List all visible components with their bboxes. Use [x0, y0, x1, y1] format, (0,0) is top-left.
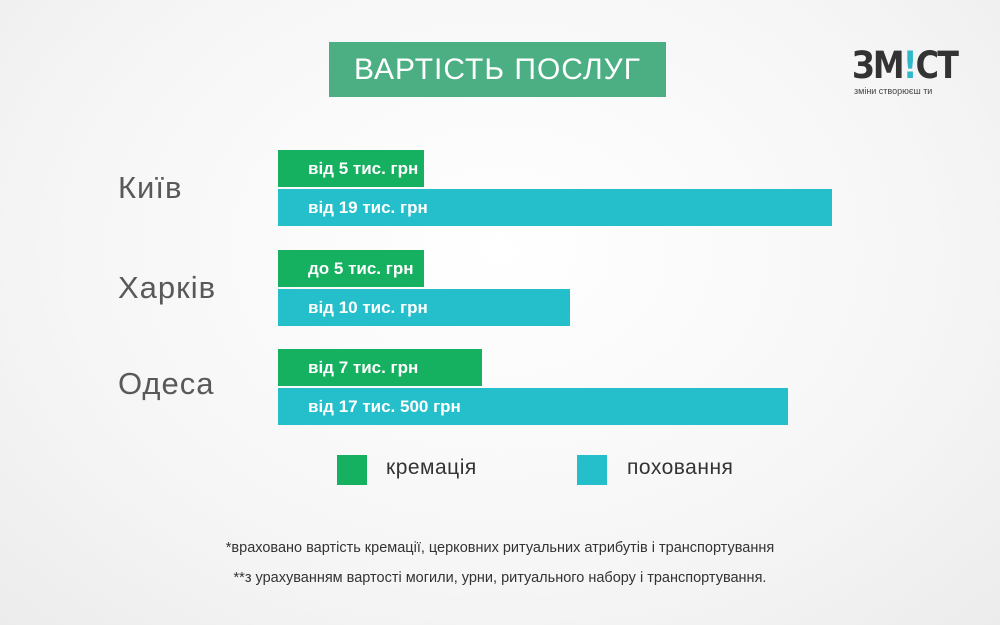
legend-label-cremation: кремація — [386, 456, 477, 479]
bar-burial: від 17 тис. 500 грн — [278, 388, 788, 425]
bar-cremation: від 7 тис. грн — [278, 349, 482, 386]
zmist-logo: ЗМ!СТ зміни створюєш ти — [852, 46, 962, 101]
legend-label-burial: поховання — [627, 456, 734, 479]
bar-cremation: від 5 тис. грн — [278, 150, 424, 187]
logo-tagline: зміни створюєш ти — [854, 86, 933, 96]
category-label: Одеса — [118, 366, 215, 401]
logo-wordmark: ЗМ!СТ — [852, 44, 959, 87]
footnote-burial: **з урахуванням вартості могили, урни, р… — [233, 570, 767, 586]
data-label: від 10 тис. грн — [308, 297, 428, 317]
data-label: від 17 тис. 500 грн — [308, 396, 461, 416]
category-label: Київ — [118, 170, 183, 205]
bar-burial: від 10 тис. грн — [278, 289, 570, 326]
category-label: Харків — [118, 270, 217, 305]
data-label: до 5 тис. грн — [308, 258, 414, 278]
legend-swatch-cremation — [337, 455, 367, 485]
bar-cremation: до 5 тис. грн — [278, 250, 424, 287]
data-label: від 5 тис. грн — [308, 158, 419, 178]
data-label: від 7 тис. грн — [308, 357, 419, 377]
data-label: від 19 тис. грн — [308, 197, 428, 217]
bar-burial: від 19 тис. грн — [278, 189, 832, 226]
footnote-cremation: *враховано вартість кремації, церковних … — [225, 540, 775, 556]
legend-swatch-burial — [577, 455, 607, 485]
chart-title: ВАРТІСТЬ ПОСЛУГ — [329, 42, 666, 97]
